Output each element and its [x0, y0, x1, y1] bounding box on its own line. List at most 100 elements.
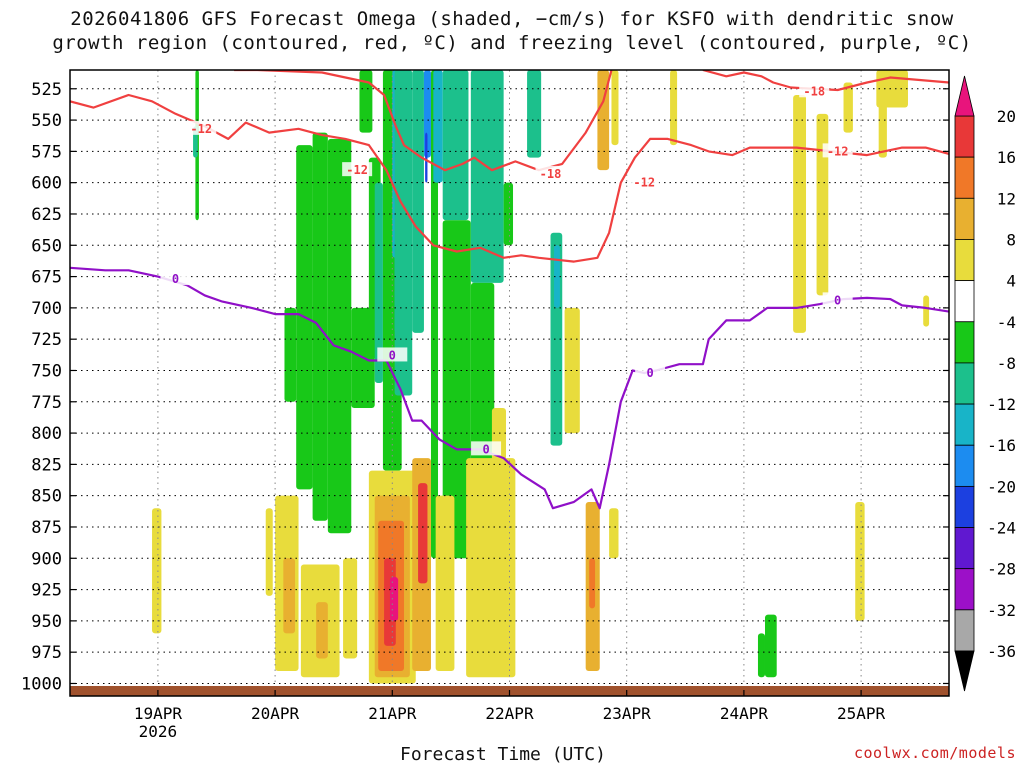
omega-cell	[564, 307, 580, 434]
x-tick-label: 19APR	[134, 704, 183, 723]
y-tick-label: 675	[31, 268, 62, 288]
y-tick-label: 775	[31, 393, 62, 413]
omega-cell	[374, 182, 383, 383]
colorbar-tick-label: 12	[997, 189, 1016, 208]
y-tick-label: 525	[31, 80, 62, 100]
y-tick-label: 650	[31, 236, 62, 256]
colorbar-band	[954, 444, 975, 487]
contour-label: -12	[827, 144, 849, 158]
omega-cell	[327, 138, 352, 534]
omega-cell	[757, 633, 765, 678]
omega-cell	[597, 70, 610, 171]
y-tick-label: 625	[31, 205, 62, 225]
omega-cell	[764, 614, 777, 678]
colorbar-tick-label: -16	[987, 436, 1016, 455]
omega-cell	[284, 307, 297, 402]
y-tick-label: 575	[31, 142, 62, 162]
colorbar-tick-label: -20	[987, 477, 1016, 496]
omega-cell	[609, 508, 619, 559]
credit-link[interactable]: coolwx.com/models	[853, 744, 1016, 762]
contour-label-bg	[186, 120, 217, 135]
colorbar-tick-label: -8	[997, 354, 1016, 373]
contour-label-bg	[160, 271, 191, 286]
y-tick-label: 825	[31, 455, 62, 475]
contour-label-bg	[635, 364, 666, 379]
contour-dgz_minus18	[234, 70, 613, 172]
omega-cell	[503, 182, 514, 246]
colorbar-tick-label: -28	[987, 560, 1016, 579]
y-tick-label: 800	[31, 424, 62, 444]
x-tick-label: 22APR	[485, 704, 534, 723]
omega-cell	[442, 220, 471, 559]
y-tick-label: 550	[31, 111, 62, 131]
contour-label: 0	[834, 293, 841, 307]
omega-cell	[423, 70, 431, 158]
omega-cell	[527, 70, 542, 158]
y-axis: 525 550 575 600 625 650 675 700 725 750 775 800 825 8…	[21, 80, 949, 694]
contour-label: 0	[172, 272, 179, 286]
colorbar-bottom-arrow	[954, 650, 975, 692]
chart-title-line-1: 2026041806 GFS Forecast Omega (shaded, −…	[70, 8, 954, 30]
contour-freezing_level	[70, 266, 949, 510]
omega-cell	[283, 558, 296, 634]
x-tick-label: 20APR	[251, 704, 300, 723]
contour-label-bg	[342, 162, 373, 177]
y-tick-label: 750	[31, 361, 62, 381]
colorbar-tick-label: 4	[1006, 272, 1016, 291]
omega-shading	[152, 70, 930, 684]
colorbar-band	[954, 485, 975, 528]
omega-cell	[343, 558, 358, 659]
contour-label-bg	[799, 83, 830, 98]
colorbar-tick-label: 16	[997, 148, 1016, 167]
chart-title-line-2: growth region (contoured, red, ºC) and f…	[52, 32, 972, 54]
contour-label: 0	[482, 442, 489, 456]
omega-cell	[843, 82, 853, 133]
contour-label: 0	[647, 366, 654, 380]
colorbar-band	[954, 527, 975, 570]
colorbar-tick-label: -32	[987, 601, 1016, 620]
colorbar-band	[954, 321, 975, 364]
colorbar-tick-label: -12	[987, 395, 1016, 414]
colorbar-band	[954, 197, 975, 240]
contour-label: -12	[346, 163, 368, 177]
omega-cell	[442, 70, 469, 221]
colorbar-tick-label: -36	[987, 642, 1016, 661]
contour-label: -12	[633, 176, 655, 190]
y-tick-label: 875	[31, 518, 62, 538]
y-tick-label: 975	[31, 643, 62, 663]
contour-label: -18	[803, 84, 825, 98]
colorbar-band	[954, 568, 975, 611]
omega-cell	[152, 508, 162, 634]
contour-label-bg	[822, 292, 853, 307]
x-tick-label: 23APR	[603, 704, 652, 723]
omega-cell	[316, 602, 328, 659]
omega-cell	[589, 558, 596, 609]
omega-cell	[793, 95, 807, 333]
omega-cell	[389, 577, 399, 621]
contour-label: 0	[389, 348, 396, 362]
colorbar-band	[954, 239, 975, 282]
y-tick-label: 600	[31, 174, 62, 194]
contour-lines: -12 -12 -12 -12 -18 -18 0 0 0 0 0	[70, 70, 949, 510]
omega-cell	[435, 495, 455, 671]
omega-cell	[433, 70, 443, 183]
omega-cell	[466, 458, 516, 678]
x-tick-label: 21APR	[368, 704, 417, 723]
contour-label-bg	[377, 347, 408, 362]
omega-cell	[425, 132, 428, 183]
omega-cell	[359, 70, 373, 133]
omega-cell	[394, 70, 413, 396]
colorbar: 20 16 12 8 4 -4 -8 -12 -16 -20 -24 -28 -32 -36	[954, 75, 1016, 692]
y-tick-label: 700	[31, 299, 62, 319]
omega-cell	[611, 70, 619, 146]
omega-cell	[855, 501, 865, 621]
omega-cell	[418, 483, 428, 584]
y-tick-label: 850	[31, 487, 62, 507]
contour-dgz_minus12	[70, 93, 949, 263]
y-tick-label: 925	[31, 581, 62, 601]
y-tick-label: 900	[31, 549, 62, 569]
x-tick-sublabel: 2026	[139, 722, 178, 741]
contour-label-bg	[822, 143, 853, 158]
contour-label-bg	[535, 165, 566, 180]
